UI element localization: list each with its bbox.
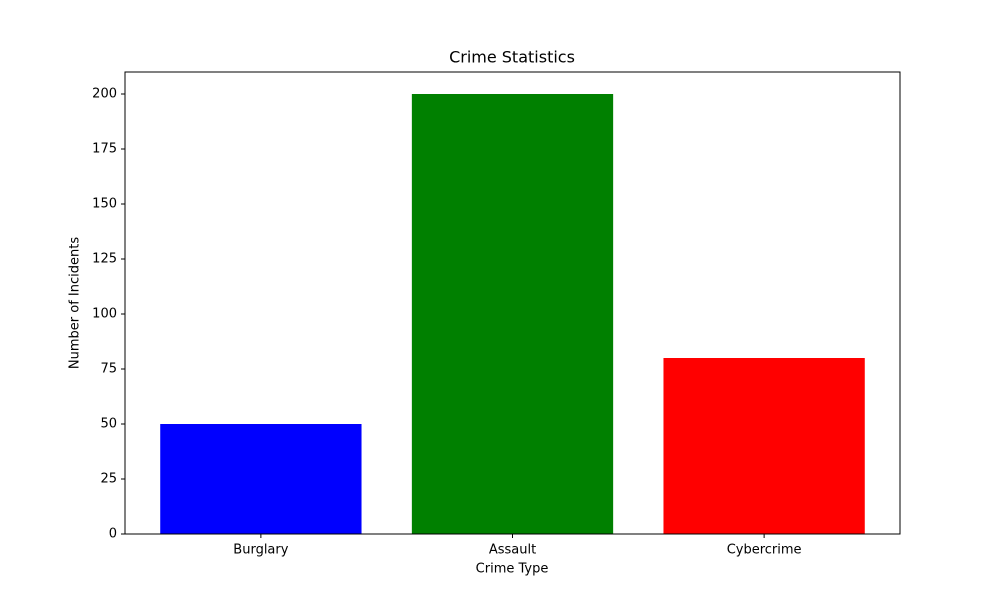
- y-tick-label: 125: [92, 252, 117, 267]
- chart-title: Crime Statistics: [449, 48, 575, 67]
- bar: [411, 94, 614, 534]
- x-tick-label: Burglary: [233, 543, 288, 558]
- bar: [160, 424, 362, 534]
- y-axis-label: Number of Incidents: [68, 237, 83, 369]
- y-tick-label: 150: [92, 197, 117, 212]
- y-tick-label: 50: [100, 417, 117, 432]
- y-tick-label: 25: [100, 472, 117, 487]
- bar: [663, 358, 865, 534]
- x-axis-label: Crime Type: [476, 562, 549, 577]
- x-tick-label: Assault: [489, 543, 536, 558]
- y-tick-label: 75: [100, 362, 117, 377]
- plot-frame: [124, 71, 901, 535]
- y-tick-label: 0: [109, 527, 117, 542]
- y-tick-label: 200: [92, 87, 117, 102]
- x-tick-label: Cybercrime: [727, 543, 802, 558]
- y-tick-label: 100: [92, 307, 117, 322]
- y-tick-label: 175: [92, 142, 117, 157]
